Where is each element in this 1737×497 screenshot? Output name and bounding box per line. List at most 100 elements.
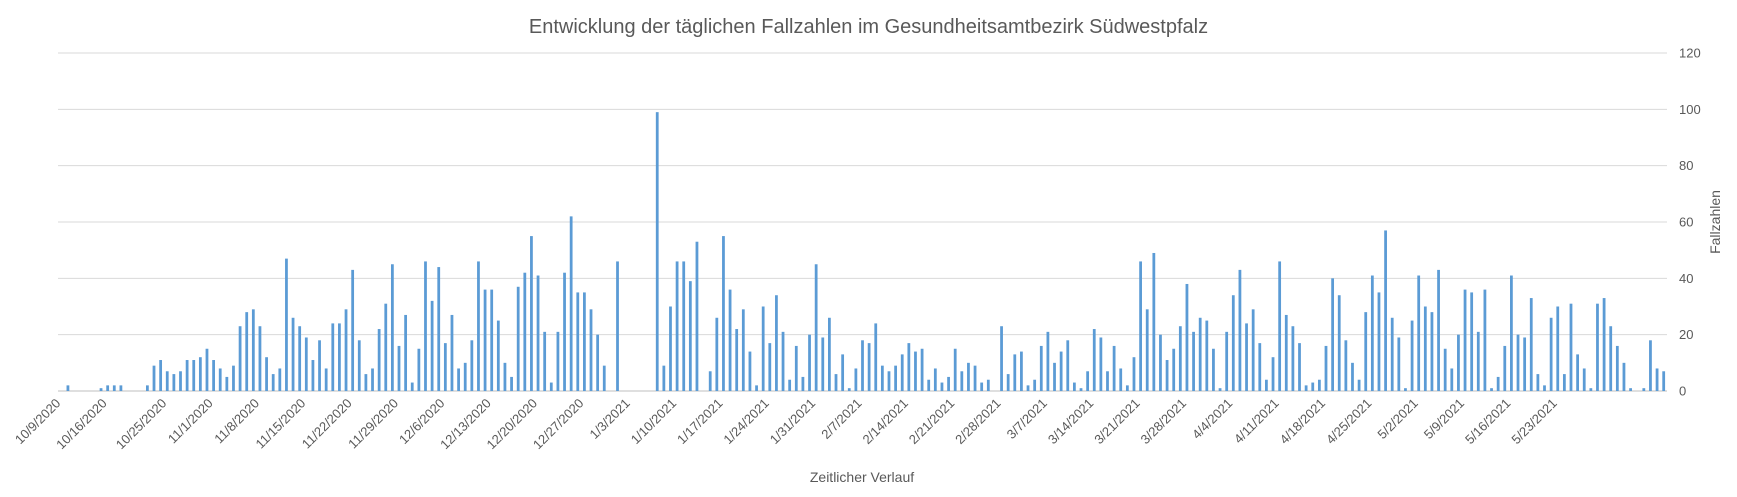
bar: [397, 345, 401, 391]
x-tick-label: 4/25/2021: [1323, 396, 1375, 448]
bar: [1291, 326, 1295, 391]
bar: [1516, 334, 1520, 391]
bar: [1125, 385, 1129, 391]
x-tick-label: 5/9/2021: [1421, 396, 1467, 442]
bar: [695, 241, 699, 391]
bar: [1377, 292, 1381, 391]
bar: [1205, 320, 1209, 391]
bar: [536, 275, 540, 391]
x-tick-label: 2/21/2021: [906, 396, 958, 448]
bar: [331, 323, 335, 391]
bar: [523, 272, 527, 391]
bar: [1543, 385, 1546, 391]
bar: [503, 362, 507, 391]
bar: [1026, 385, 1030, 391]
bar: [655, 112, 659, 392]
bar: [662, 365, 666, 391]
bar: [99, 388, 103, 391]
bar: [847, 388, 851, 391]
bar: [1066, 340, 1070, 391]
bar: [516, 286, 520, 391]
bar: [874, 323, 878, 391]
bar: [583, 292, 586, 391]
x-tick-label: 1/24/2021: [720, 396, 772, 448]
bar: [1020, 351, 1023, 391]
x-tick-label: 11/1/2020: [165, 396, 216, 447]
bar: [457, 368, 460, 391]
bar: [1086, 371, 1090, 391]
bar: [364, 374, 368, 391]
bar: [377, 329, 381, 391]
bar: [1192, 331, 1195, 391]
bar: [781, 331, 785, 391]
bar: [1615, 345, 1619, 391]
bar: [861, 340, 864, 391]
x-tick-label: 3/28/2021: [1138, 396, 1190, 448]
bar: [1443, 348, 1447, 391]
bar: [1046, 331, 1050, 391]
x-tick-label: 10/25/2020: [113, 396, 170, 453]
bar: [1549, 317, 1553, 391]
x-tick-label: 3/21/2021: [1091, 396, 1143, 448]
bar: [576, 292, 580, 391]
bar: [384, 303, 388, 391]
bar: [940, 382, 944, 391]
bar: [589, 309, 593, 391]
bar: [808, 334, 811, 391]
bar: [490, 289, 494, 391]
bar: [1384, 230, 1387, 391]
bar: [953, 348, 957, 391]
bar: [688, 281, 692, 391]
bar: [291, 317, 295, 391]
bar: [1265, 379, 1268, 391]
bar: [251, 309, 255, 391]
bar: [1112, 345, 1116, 391]
bar: [371, 368, 374, 391]
bar: [351, 269, 355, 391]
bar: [1523, 337, 1527, 391]
bar: [318, 340, 321, 391]
bar: [470, 340, 474, 391]
bar: [1609, 326, 1613, 391]
bar: [1503, 345, 1507, 391]
bar: [1450, 368, 1454, 391]
bar: [755, 385, 758, 391]
bar: [596, 334, 600, 391]
y-tick-label: 120: [1679, 46, 1701, 61]
bar: [271, 374, 275, 391]
bar: [112, 385, 116, 391]
bar: [424, 261, 427, 391]
bar: [1344, 340, 1348, 391]
bar: [1662, 371, 1666, 391]
bar: [1271, 357, 1275, 391]
bar: [232, 365, 235, 391]
bar: [1556, 306, 1560, 391]
bar: [887, 371, 891, 391]
bar: [152, 365, 156, 391]
bar: [1218, 388, 1222, 391]
bar: [1231, 295, 1235, 391]
bar: [900, 354, 904, 391]
bar: [1132, 357, 1136, 391]
bar: [390, 264, 394, 391]
bar: [1370, 275, 1374, 391]
bar: [947, 376, 950, 391]
bar: [1059, 351, 1063, 391]
bar: [1238, 269, 1242, 391]
bar: [973, 365, 977, 391]
x-tick-label: 3/14/2021: [1045, 396, 1097, 448]
bar: [450, 314, 454, 391]
bar: [748, 351, 752, 391]
bar: [794, 345, 798, 391]
bar: [1298, 343, 1301, 391]
bar: [1304, 385, 1308, 391]
x-axis-title: Zeitlicher Verlauf: [810, 469, 914, 485]
bar: [1476, 331, 1480, 391]
bar: [179, 371, 182, 391]
x-tick-label: 11/29/2020: [345, 396, 401, 452]
bar: [1364, 312, 1368, 391]
bar: [715, 317, 719, 391]
bar: [1457, 334, 1460, 391]
bar: [192, 360, 196, 391]
